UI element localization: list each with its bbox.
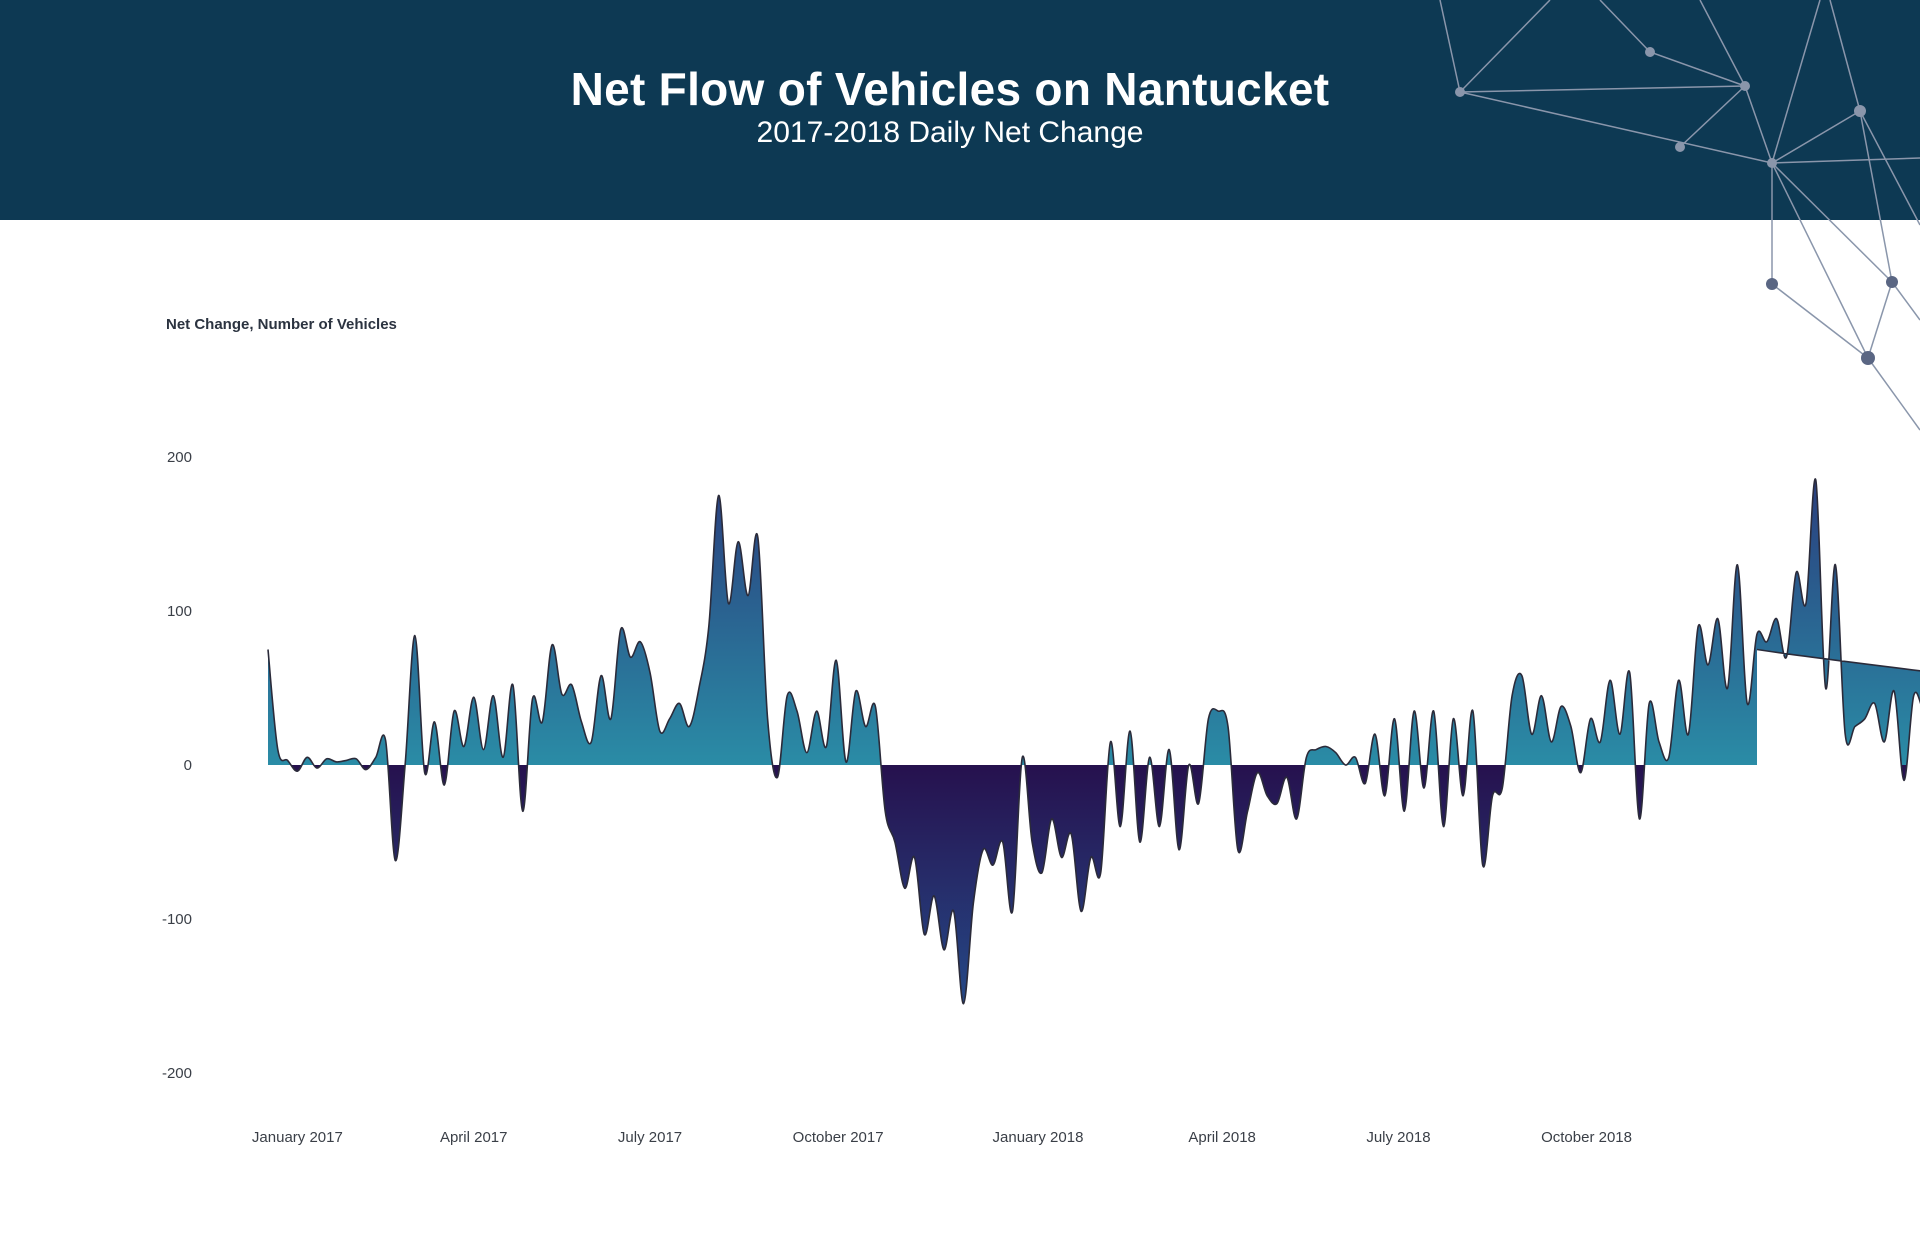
series-line xyxy=(267,478,1920,1005)
network-edge xyxy=(1649,51,1746,87)
network-edge xyxy=(1679,85,1746,148)
positive-area xyxy=(268,479,1920,765)
x-tick-label: January 2017 xyxy=(252,1129,343,1146)
network-node xyxy=(1766,278,1778,290)
x-tick-label: April 2017 xyxy=(440,1129,508,1146)
x-tick-label: October 2018 xyxy=(1541,1129,1632,1146)
network-edge xyxy=(1771,162,1869,359)
network-line xyxy=(1459,0,1551,93)
network-edge xyxy=(1459,85,1746,93)
header-banner: Net Flow of Vehicles on Nantucket 2017-2… xyxy=(0,0,1920,431)
negative-area xyxy=(268,765,1907,1004)
network-line xyxy=(1859,110,1920,226)
chart-title: Net Flow of Vehicles on Nantucket xyxy=(570,63,1330,115)
network-edge xyxy=(1771,162,1893,283)
network-node xyxy=(1767,158,1777,168)
network-line xyxy=(1771,0,1821,164)
network-node xyxy=(1886,276,1898,288)
x-tick-label: October 2017 xyxy=(793,1129,884,1146)
x-axis-ticks: January 2017 April 2017 July 2017 October 2… xyxy=(252,1129,1632,1146)
y-axis-ticks: 200 100 0 -100 -200 xyxy=(162,449,192,1082)
plot-series xyxy=(267,478,1920,1005)
network-node xyxy=(1675,142,1685,152)
network-line xyxy=(1891,281,1920,321)
network-decoration xyxy=(1439,0,1920,431)
network-node xyxy=(1740,81,1750,91)
network-edge xyxy=(1771,283,1869,359)
y-tick-label: 0 xyxy=(184,757,192,774)
network-line xyxy=(1867,357,1920,431)
x-tick-label: July 2017 xyxy=(618,1129,682,1146)
network-line xyxy=(1699,0,1746,87)
network-node xyxy=(1854,105,1866,117)
network-edge xyxy=(1459,91,1773,164)
chart-area: Net Change, Number of Vehicles 200 100 0 -1… xyxy=(162,316,1920,1146)
network-line xyxy=(1829,0,1861,112)
y-tick-label: -200 xyxy=(162,1065,192,1082)
network-edge xyxy=(1867,281,1893,359)
y-axis-label: Net Change, Number of Vehicles xyxy=(166,316,397,333)
chart-subtitle: 2017-2018 Daily Net Change xyxy=(756,116,1144,149)
y-tick-label: 100 xyxy=(167,603,192,620)
network-node xyxy=(1455,87,1465,97)
network-edge xyxy=(1744,85,1773,164)
x-tick-label: July 2018 xyxy=(1366,1129,1430,1146)
network-line xyxy=(1439,0,1461,93)
network-edge xyxy=(1859,110,1893,283)
y-tick-label: 200 xyxy=(167,449,192,466)
network-node xyxy=(1645,47,1655,57)
x-tick-label: January 2018 xyxy=(993,1129,1084,1146)
x-tick-label: April 2018 xyxy=(1188,1129,1256,1146)
network-edge xyxy=(1771,110,1861,164)
network-line xyxy=(1599,0,1651,53)
network-line xyxy=(1771,157,1920,164)
y-tick-label: -100 xyxy=(162,911,192,928)
network-node xyxy=(1861,351,1875,365)
